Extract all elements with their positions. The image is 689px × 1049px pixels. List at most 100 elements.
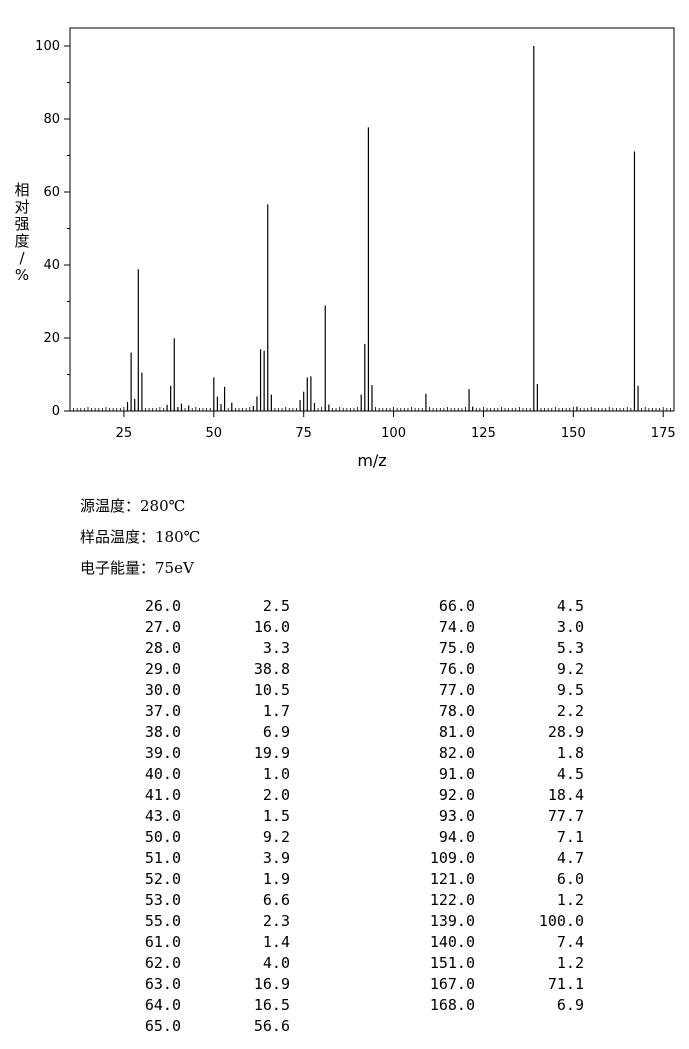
y-tick-label: 40 — [43, 258, 60, 273]
abundance-value: 19.9 — [253, 744, 290, 762]
abundance-value: 9.2 — [556, 660, 584, 678]
condition-value: 280℃ — [140, 497, 186, 515]
table-row: 167.0 71.1 — [0, 974, 689, 995]
table-row: 93.0 77.7 — [0, 806, 689, 827]
y-axis-label-char: 对 — [14, 198, 30, 216]
abundance-value: 10.5 — [253, 681, 290, 699]
abundance-value: 3.9 — [262, 849, 290, 867]
mz-value: 38.0 — [144, 723, 181, 741]
table-row: 109.0 4.7 — [0, 848, 689, 869]
abundance-value: 77.7 — [547, 807, 584, 825]
table-row: 52.0 1.9 — [0, 869, 689, 890]
table-row: 139.0 100.0 — [0, 911, 689, 932]
x-axis-minor-ticks — [73, 407, 671, 411]
y-axis-label-char: % — [14, 266, 30, 284]
mz-value: 30.0 — [144, 681, 181, 699]
mz-value: 81.0 — [438, 723, 475, 741]
table-row: 30.0 10.5 — [0, 680, 689, 701]
mz-value: 66.0 — [438, 597, 475, 615]
mz-value: 53.0 — [144, 891, 181, 909]
mz-value: 82.0 — [438, 744, 475, 762]
mz-value: 28.0 — [144, 639, 181, 657]
x-tick-label: 50 — [206, 426, 223, 441]
mz-value: 62.0 — [144, 954, 181, 972]
mz-value: 37.0 — [144, 702, 181, 720]
table-row: 41.0 2.0 — [0, 785, 689, 806]
condition-value: 75eV — [155, 559, 194, 577]
x-tick-label: 125 — [471, 426, 496, 441]
table-row: 43.0 1.5 — [0, 806, 689, 827]
mz-value: 77.0 — [438, 681, 475, 699]
abundance-value: 6.9 — [556, 996, 584, 1014]
table-row: 82.0 1.8 — [0, 743, 689, 764]
abundance-value: 100.0 — [538, 912, 584, 930]
mz-value: 26.0 — [144, 597, 181, 615]
abundance-value: 1.2 — [556, 954, 584, 972]
table-row: 26.0 2.5 — [0, 596, 689, 617]
abundance-value: 1.4 — [262, 933, 290, 951]
table-row: 121.0 6.0 — [0, 869, 689, 890]
table-row: 64.0 16.5 — [0, 995, 689, 1016]
table-row: 65.0 56.6 — [0, 1016, 689, 1037]
x-tick-label: 75 — [295, 426, 312, 441]
condition-label: 样品温度： — [80, 528, 156, 546]
y-tick-label: 0 — [52, 404, 60, 419]
mz-value: 109.0 — [429, 849, 475, 867]
x-tick-label: 150 — [561, 426, 586, 441]
mz-value: 61.0 — [144, 933, 181, 951]
table-row: 62.0 4.0 — [0, 953, 689, 974]
plot-frame — [69, 27, 675, 412]
table-row: 40.0 1.0 — [0, 764, 689, 785]
y-tick-label: 80 — [43, 112, 60, 127]
x-axis-ticks: 25 50 75 100 125 150 175 — [116, 411, 676, 441]
mz-value: 78.0 — [438, 702, 475, 720]
mz-value: 75.0 — [438, 639, 475, 657]
table-row: 55.0 2.3 — [0, 911, 689, 932]
abundance-value: 56.6 — [253, 1017, 290, 1035]
spectrum-peaks — [126, 46, 639, 411]
abundance-value: 4.5 — [556, 597, 584, 615]
table-row: 168.0 6.9 — [0, 995, 689, 1016]
y-axis-label: 相对强度 /% — [12, 182, 32, 284]
mz-value: 43.0 — [144, 807, 181, 825]
mass-spectrum-chart: 0 20 40 60 80 100 25 50 75 100 125 150 175 m/z — [35, 27, 676, 470]
abundance-value: 6.6 — [262, 891, 290, 909]
abundance-value: 28.9 — [547, 723, 584, 741]
table-row: 27.0 16.0 — [0, 617, 689, 638]
condition-item: 电子能量：75eV — [80, 557, 194, 578]
table-row: 77.0 9.5 — [0, 680, 689, 701]
abundance-value: 4.5 — [556, 765, 584, 783]
abundance-value: 3.3 — [262, 639, 290, 657]
condition-item: 源温度：280℃ — [80, 495, 185, 516]
abundance-value: 9.2 — [262, 828, 290, 846]
mz-value: 168.0 — [429, 996, 475, 1014]
mz-value: 51.0 — [144, 849, 181, 867]
table-row: 39.0 19.9 — [0, 743, 689, 764]
y-axis-label-char: 度 — [14, 232, 30, 250]
condition-item: 样品温度：180℃ — [80, 526, 200, 547]
abundance-value: 1.0 — [262, 765, 290, 783]
table-row: 38.0 6.9 — [0, 722, 689, 743]
mz-value: 50.0 — [144, 828, 181, 846]
abundance-value: 38.8 — [253, 660, 290, 678]
abundance-value: 6.9 — [262, 723, 290, 741]
mz-value: 151.0 — [429, 954, 475, 972]
x-tick-label: 100 — [381, 426, 406, 441]
abundance-value: 2.2 — [556, 702, 584, 720]
table-row: 63.0 16.9 — [0, 974, 689, 995]
abundance-value: 16.9 — [253, 975, 290, 993]
abundance-value: 3.0 — [556, 618, 584, 636]
mz-value: 167.0 — [429, 975, 475, 993]
abundance-value: 9.5 — [556, 681, 584, 699]
table-row: 140.0 7.4 — [0, 932, 689, 953]
mz-value: 139.0 — [429, 912, 475, 930]
table-row: 81.0 28.9 — [0, 722, 689, 743]
table-row: 94.0 7.1 — [0, 827, 689, 848]
condition-label: 源温度： — [80, 497, 141, 515]
abundance-value: 5.3 — [556, 639, 584, 657]
mz-value: 63.0 — [144, 975, 181, 993]
table-row: 74.0 3.0 — [0, 617, 689, 638]
x-tick-label: 175 — [651, 426, 676, 441]
table-row: 75.0 5.3 — [0, 638, 689, 659]
mz-value: 41.0 — [144, 786, 181, 804]
